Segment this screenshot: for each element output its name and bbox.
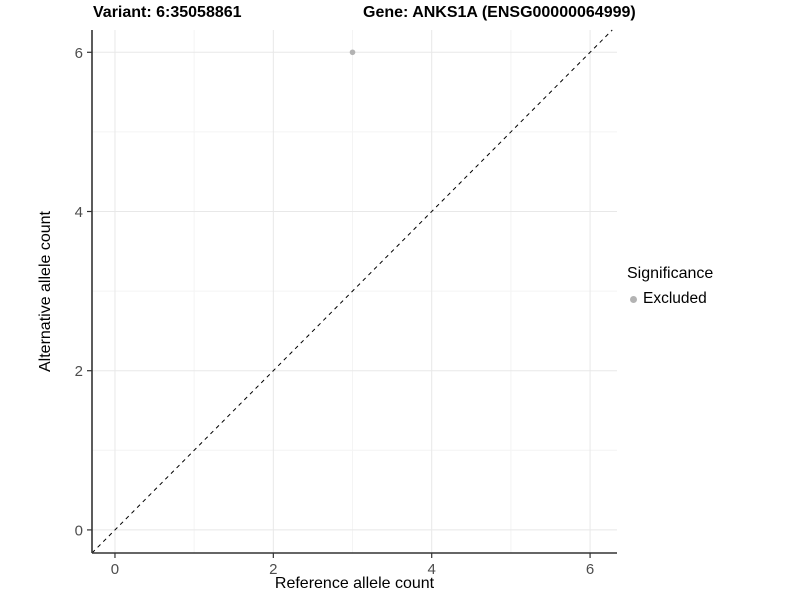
legend-item-label: Excluded (643, 290, 707, 307)
legend-title: Significance (627, 265, 714, 282)
identity-reference-line (91, 29, 613, 554)
y-tick-label: 2 (75, 363, 83, 380)
y-tick-label: 0 (75, 522, 83, 539)
x-axis-title: Reference allele count (274, 575, 435, 592)
x-tick-label: 4 (428, 561, 436, 578)
x-tick-label: 0 (111, 561, 119, 578)
x-tick-label: 6 (586, 561, 594, 578)
legend-item: Excluded (627, 290, 713, 308)
x-tick-label: 2 (269, 561, 277, 578)
legend-point-icon (630, 295, 637, 303)
y-tick-label: 6 (75, 45, 83, 62)
legend: Significance Excluded (627, 265, 713, 308)
y-tick-label: 4 (75, 204, 83, 221)
plot-title-variant: Variant: 6:35058861 (93, 4, 242, 21)
plot-title-gene: Gene: ANKS1A (ENSG00000064999) (363, 4, 636, 21)
y-axis-title: Alternative allele count (37, 211, 54, 372)
data-point (349, 49, 356, 56)
